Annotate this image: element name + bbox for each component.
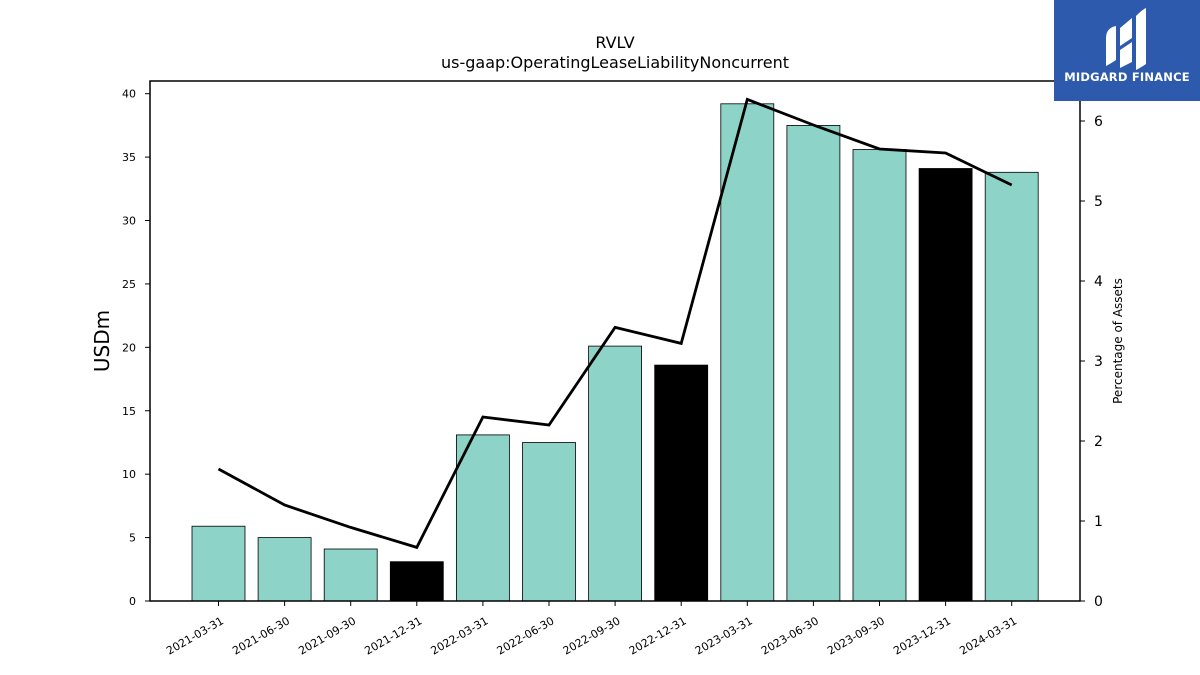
x-tick-label: 2021-09-30: [296, 614, 358, 657]
bar: [389, 561, 444, 602]
y-axis-left: 0 5 10 15 20 25 30 35 40: [122, 88, 150, 608]
y-tick-label: 15: [122, 405, 136, 418]
x-tick-label: 2021-06-30: [230, 614, 292, 657]
bar: [257, 537, 312, 602]
y-axis-label: USDm: [90, 310, 114, 372]
y-tick-label: 25: [122, 278, 136, 291]
y2-tick-label: 5: [1094, 194, 1103, 210]
x-tick-label: 2021-12-31: [362, 614, 424, 657]
y-axis-right: 0 1 2 3 4 5 6: [1080, 114, 1103, 610]
bar: [852, 149, 907, 602]
x-tick-label: 2023-09-30: [825, 614, 887, 657]
bar: [323, 548, 378, 602]
line-layer: [217, 97, 1013, 550]
y2-tick-label: 1: [1094, 514, 1103, 530]
x-tick-label: 2023-12-31: [891, 614, 953, 657]
logo: MIDGARD FINANCE: [1054, 0, 1200, 101]
bar: [720, 103, 775, 602]
y2-tick-label: 3: [1094, 354, 1103, 370]
x-tick-label: 2024-03-31: [957, 614, 1019, 657]
y-tick-label: 30: [122, 215, 136, 228]
y-tick-label: 5: [129, 532, 136, 545]
logo-text: MIDGARD FINANCE: [1064, 70, 1190, 84]
bar: [191, 525, 246, 602]
bar: [455, 434, 510, 602]
y-tick-label: 20: [122, 341, 136, 354]
x-tick-label: 2021-03-31: [164, 614, 226, 657]
chart-subtitle: us-gaap:OperatingLeaseLiabilityNoncurren…: [441, 53, 789, 72]
y-tick-label: 35: [122, 151, 136, 164]
y2-tick-label: 2: [1094, 434, 1103, 450]
bar: [918, 168, 973, 602]
bar: [984, 171, 1039, 602]
y-tick-label: 0: [129, 595, 136, 608]
y-tick-label: 10: [122, 468, 136, 481]
bar: [522, 442, 576, 602]
bar: [654, 364, 709, 602]
y-tick-label: 40: [122, 88, 136, 101]
chart-title: RVLV: [595, 33, 634, 52]
x-tick-label: 2023-03-31: [693, 614, 755, 657]
x-tick-label: 2022-06-30: [495, 614, 557, 657]
x-tick-label: 2023-06-30: [759, 614, 821, 657]
bars: [191, 103, 1039, 602]
series-line: [217, 97, 1013, 550]
bar: [588, 345, 642, 602]
y2-tick-label: 0: [1094, 594, 1103, 610]
y2-axis-label: Percentage of Assets: [1111, 278, 1125, 404]
y2-tick-label: 4: [1094, 274, 1103, 290]
x-axis: 2021-03-31 2021-06-30 2021-09-30 2021-12-31…: [164, 601, 1019, 658]
y2-tick-label: 6: [1094, 114, 1103, 130]
x-tick-label: 2022-09-30: [561, 614, 623, 657]
midgard-logo-icon: [1106, 8, 1146, 70]
bar: [786, 125, 841, 602]
x-tick-label: 2022-12-31: [627, 614, 689, 657]
x-tick-label: 2022-03-31: [429, 614, 491, 657]
